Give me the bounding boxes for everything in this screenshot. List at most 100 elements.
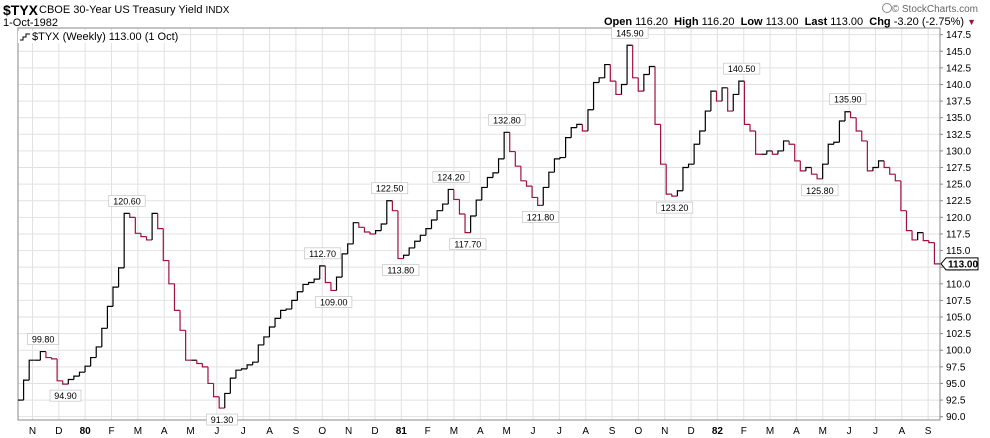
price-annotation: 91.30 (206, 413, 238, 426)
price-step (380, 223, 387, 231)
price-step (648, 65, 656, 75)
price-step (285, 308, 292, 311)
x-tick-label: A (266, 426, 273, 437)
last-value: 113.00 (830, 16, 864, 28)
open-label: Open (603, 16, 633, 28)
x-tick-label: D (687, 426, 694, 437)
price-step (727, 87, 734, 112)
open-value: 116.20 (635, 16, 668, 28)
price-step (928, 240, 935, 244)
price-step (766, 150, 773, 155)
price-step (430, 219, 438, 229)
price-step (810, 167, 818, 175)
price-step (101, 327, 108, 347)
y-tick-label: 92.5 (946, 396, 966, 407)
price-annotation: 140.50 (723, 62, 761, 75)
exchange-text: INDX (205, 5, 230, 16)
price-annotation: 124.20 (432, 171, 470, 183)
price-step (229, 377, 236, 394)
annotation-label: 135.90 (834, 95, 862, 105)
y-tick-label: 95.0 (946, 379, 966, 390)
price-step (514, 151, 521, 167)
annotation-label: 132.80 (493, 115, 521, 125)
x-tick-label: J (241, 426, 246, 437)
price-step (503, 131, 510, 159)
price-step (637, 77, 644, 92)
last-value-tag (940, 257, 979, 271)
price-step (559, 156, 566, 159)
price-step (900, 180, 907, 212)
price-step (660, 124, 667, 165)
y-tick-label: 122.5 (946, 196, 971, 207)
y-tick-label: 97.5 (946, 362, 966, 373)
price-step (280, 309, 287, 319)
description-text: CBOE 30-Year US Treasury Yield (39, 4, 203, 16)
price-step (816, 174, 823, 180)
price-step (453, 189, 460, 201)
y-tick-label: 130.0 (946, 146, 971, 157)
chart-legend: $TYX (Weekly) 113.00 (1 Oct) (18, 31, 181, 43)
annotation-label: 113.80 (387, 266, 414, 276)
price-step (732, 93, 739, 112)
price-step (704, 110, 711, 131)
price-step (799, 160, 806, 172)
price-step (749, 124, 756, 132)
x-tick-label: A (898, 426, 905, 437)
price-step (352, 222, 359, 244)
price-annotation: 145.90 (611, 26, 649, 39)
chart-header: $TYX CBOE 30-Year US Treasury Yield INDX… (0, 0, 990, 30)
price-step (106, 305, 113, 329)
price-step (185, 330, 192, 361)
y-tick-label: 125.0 (946, 180, 971, 191)
price-step (386, 200, 393, 224)
price-step (805, 166, 812, 171)
last-label: Last (804, 16, 828, 28)
price-step (553, 158, 561, 173)
price-step (576, 123, 583, 128)
price-step (883, 160, 890, 169)
price-step (470, 215, 477, 233)
x-tick-label: A (582, 426, 589, 437)
price-step (520, 166, 527, 182)
price-step (291, 299, 298, 310)
price-step (408, 247, 415, 256)
price-step (442, 203, 449, 211)
price-series (18, 44, 940, 409)
price-step (654, 66, 661, 125)
copyright: © StockCharts.com (881, 3, 978, 15)
price-step (157, 213, 164, 230)
price-step (894, 174, 901, 182)
price-step (397, 210, 404, 260)
price-step (240, 368, 248, 371)
price-step (905, 210, 913, 232)
annotation-box (488, 114, 526, 126)
annotation-box (829, 93, 867, 106)
price-step (866, 140, 873, 172)
annotation-label: 122.50 (376, 184, 404, 194)
x-tick-label: J (214, 426, 219, 437)
price-step (246, 364, 253, 369)
ticker-description: CBOE 30-Year US Treasury Yield INDX (39, 4, 229, 16)
price-annotation: 113.80 (382, 264, 420, 276)
price-step (509, 132, 516, 153)
annotation-label: 109.00 (320, 297, 348, 307)
y-tick-label: 117.5 (946, 229, 971, 240)
price-step (162, 228, 169, 262)
ticker-symbol: $TYX (3, 2, 39, 18)
price-annotation: 94.90 (49, 389, 82, 402)
y-tick-label: 127.5 (946, 163, 971, 174)
price-step (425, 228, 432, 236)
price-step (542, 186, 549, 206)
price-step (268, 326, 276, 337)
price-step (168, 260, 175, 285)
price-step (531, 186, 538, 199)
annotation-box (611, 26, 649, 39)
annotation-box (371, 182, 409, 195)
price-step (676, 190, 683, 197)
price-step (62, 380, 69, 385)
price-step (710, 90, 717, 112)
y-tick-label: 140.0 (946, 80, 971, 91)
x-tick-label: J (847, 426, 852, 437)
price-step (145, 236, 153, 241)
